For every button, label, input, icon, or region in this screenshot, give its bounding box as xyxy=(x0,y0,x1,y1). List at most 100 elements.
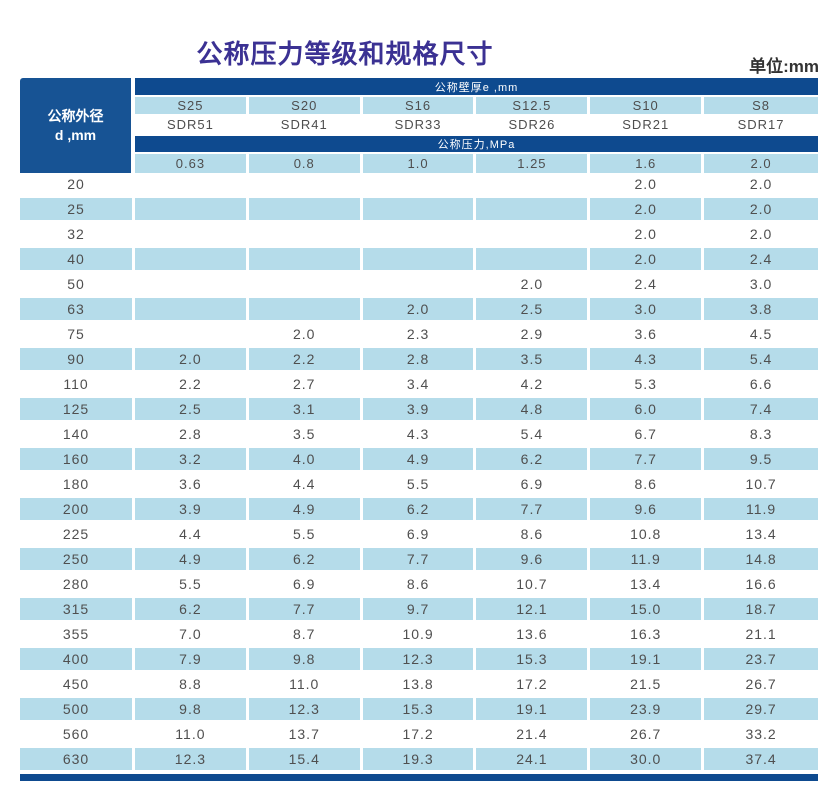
table-row: 75 2.0 2.3 2.9 3.6 4.5 xyxy=(20,323,818,348)
table-row: 140 2.8 3.5 4.3 5.4 6.7 8.3 xyxy=(20,423,818,448)
series-label-row: S25 S20 S16 S12.5 S10 S8 xyxy=(20,97,818,114)
wall-thickness-cell: 9.5 xyxy=(704,448,818,473)
wall-thickness-cell: 4.5 xyxy=(704,323,818,348)
wall-thickness-cell: 4.9 xyxy=(362,448,477,473)
wall-thickness-cell xyxy=(476,173,591,198)
wall-thickness-cell: 5.4 xyxy=(476,423,591,448)
wall-thickness-cell: 7.7 xyxy=(476,498,591,523)
wall-thickness-cell: 2.0 xyxy=(135,348,249,373)
wall-thickness-cell: 6.2 xyxy=(476,448,591,473)
wall-thickness-cell: 3.5 xyxy=(248,423,363,448)
wall-thickness-cell: 11.0 xyxy=(248,673,363,698)
diameter-cell: 20 xyxy=(20,173,135,198)
table-row: 20 2.0 2.0 xyxy=(20,173,818,198)
table-bottom-bar xyxy=(20,774,818,781)
table-row: 280 5.5 6.9 8.6 10.7 13.4 16.6 xyxy=(20,573,818,598)
wall-thickness-cell: 23.7 xyxy=(704,648,818,673)
wall-thickness-cell: 16.3 xyxy=(590,623,705,648)
wall-thickness-cell: 12.3 xyxy=(248,698,363,723)
diameter-cell: 160 xyxy=(20,448,135,473)
series-label: S16 xyxy=(362,97,477,114)
wall-thickness-cell: 8.6 xyxy=(590,473,705,498)
page-header: 公称压力等级和规格尺寸 单位:mm xyxy=(0,0,833,78)
wall-thickness-band: 公称壁厚e ,mm xyxy=(135,78,818,97)
wall-thickness-cell: 19.1 xyxy=(476,698,591,723)
wall-thickness-cell xyxy=(135,273,249,298)
table-row: 160 3.2 4.0 4.9 6.2 7.7 9.5 xyxy=(20,448,818,473)
table-row: 400 7.9 9.8 12.3 15.3 19.1 23.7 xyxy=(20,648,818,673)
wall-thickness-cell: 8.7 xyxy=(248,623,363,648)
wall-thickness-cell: 11.9 xyxy=(704,498,818,523)
wall-thickness-cell: 6.2 xyxy=(248,548,363,573)
wall-thickness-cell: 2.2 xyxy=(135,373,249,398)
wall-thickness-cell: 11.9 xyxy=(590,548,705,573)
outer-diameter-header-line1: 公称外径 xyxy=(47,107,104,124)
wall-thickness-cell: 4.9 xyxy=(135,548,249,573)
wall-thickness-cell: 3.8 xyxy=(704,298,818,323)
wall-thickness-cell: 8.6 xyxy=(362,573,477,598)
wall-thickness-cell: 10.8 xyxy=(590,523,705,548)
sdr-label: SDR17 xyxy=(704,114,818,134)
diameter-cell: 32 xyxy=(20,223,135,248)
wall-thickness-cell: 7.9 xyxy=(135,648,249,673)
wall-thickness-cell: 14.8 xyxy=(704,548,818,573)
wall-thickness-cell: 3.0 xyxy=(590,298,705,323)
wall-thickness-cell: 9.6 xyxy=(476,548,591,573)
table-row: 90 2.0 2.2 2.8 3.5 4.3 5.4 xyxy=(20,348,818,373)
table-row: 50 2.0 2.4 3.0 xyxy=(20,273,818,298)
wall-thickness-cell xyxy=(248,223,363,248)
wall-thickness-cell: 6.9 xyxy=(476,473,591,498)
wall-thickness-cell: 2.0 xyxy=(362,298,477,323)
table-row: 25 2.0 2.0 xyxy=(20,198,818,223)
series-label: S12.5 xyxy=(476,97,591,114)
diameter-cell: 180 xyxy=(20,473,135,498)
table-row: 200 3.9 4.9 6.2 7.7 9.6 11.9 xyxy=(20,498,818,523)
wall-thickness-cell: 3.2 xyxy=(135,448,249,473)
wall-thickness-cell: 4.8 xyxy=(476,398,591,423)
wall-thickness-cell: 2.5 xyxy=(476,298,591,323)
sdr-label-row: SDR51 SDR41 SDR33 SDR26 SDR21 SDR17 xyxy=(20,114,818,134)
wall-thickness-cell xyxy=(248,173,363,198)
wall-thickness-cell: 12.3 xyxy=(362,648,477,673)
wall-thickness-cell: 2.0 xyxy=(704,223,818,248)
series-label: S8 xyxy=(704,97,818,114)
series-label: S10 xyxy=(590,97,705,114)
wall-thickness-cell: 8.8 xyxy=(135,673,249,698)
table-row: 450 8.8 11.0 13.8 17.2 21.5 26.7 xyxy=(20,673,818,698)
wall-thickness-cell: 2.0 xyxy=(590,173,705,198)
wall-thickness-cell: 7.7 xyxy=(590,448,705,473)
diameter-cell: 315 xyxy=(20,598,135,623)
diameter-cell: 400 xyxy=(20,648,135,673)
table-row: 560 11.0 13.7 17.2 21.4 26.7 33.2 xyxy=(20,723,818,748)
table-row: 125 2.5 3.1 3.9 4.8 6.0 7.4 xyxy=(20,398,818,423)
wall-thickness-cell: 15.0 xyxy=(590,598,705,623)
wall-thickness-cell: 6.7 xyxy=(590,423,705,448)
wall-thickness-cell: 5.5 xyxy=(248,523,363,548)
diameter-cell: 63 xyxy=(20,298,135,323)
wall-thickness-cell: 9.8 xyxy=(135,698,249,723)
wall-thickness-cell: 2.0 xyxy=(704,198,818,223)
wall-thickness-cell: 2.4 xyxy=(704,248,818,273)
wall-thickness-cell: 29.7 xyxy=(704,698,818,723)
pipe-spec-table: 公称外径 d ,mm 公称壁厚e ,mm S25 S20 S16 S12.5 S10 S8… xyxy=(20,78,818,773)
table-row: 630 12.3 15.4 19.3 24.1 30.0 37.4 xyxy=(20,748,818,773)
wall-thickness-cell: 2.9 xyxy=(476,323,591,348)
wall-thickness-cell: 12.3 xyxy=(135,748,249,773)
sdr-label: SDR41 xyxy=(248,114,363,134)
diameter-cell: 500 xyxy=(20,698,135,723)
wall-thickness-cell xyxy=(248,298,363,323)
sdr-label: SDR21 xyxy=(590,114,705,134)
wall-thickness-cell xyxy=(248,198,363,223)
wall-thickness-cell xyxy=(135,298,249,323)
wall-thickness-cell xyxy=(135,223,249,248)
diameter-cell: 450 xyxy=(20,673,135,698)
wall-thickness-cell xyxy=(135,173,249,198)
wall-thickness-cell: 15.3 xyxy=(362,698,477,723)
wall-thickness-cell: 24.1 xyxy=(476,748,591,773)
diameter-cell: 225 xyxy=(20,523,135,548)
wall-thickness-cell: 9.7 xyxy=(362,598,477,623)
wall-thickness-cell: 17.2 xyxy=(476,673,591,698)
wall-thickness-cell: 30.0 xyxy=(590,748,705,773)
wall-thickness-cell: 2.7 xyxy=(248,373,363,398)
wall-thickness-cell: 3.9 xyxy=(135,498,249,523)
